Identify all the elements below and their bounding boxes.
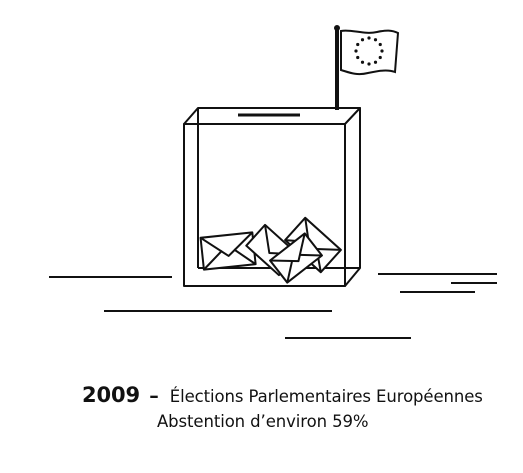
flag-star bbox=[354, 49, 358, 53]
flag-star bbox=[373, 38, 378, 42]
caption-year: 2009 bbox=[82, 383, 141, 407]
caption-subtitle: Abstention d’environ 59% bbox=[157, 412, 369, 431]
flag-star bbox=[356, 55, 360, 60]
flag-stars bbox=[354, 36, 384, 66]
caption-line-1: 2009 – Élections Parlementaires Européen… bbox=[82, 383, 483, 407]
flag-star bbox=[360, 60, 365, 64]
flag-star bbox=[367, 62, 371, 66]
flag-star bbox=[378, 55, 382, 60]
flag-star bbox=[367, 36, 371, 40]
envelopes bbox=[199, 216, 342, 284]
flag-star bbox=[360, 38, 365, 42]
flag-star bbox=[380, 49, 384, 53]
flag-star bbox=[356, 42, 360, 47]
caption-dash: – bbox=[149, 385, 159, 407]
caption-title: Élections Parlementaires Européennes bbox=[169, 387, 483, 406]
ground-lines bbox=[49, 273, 497, 339]
envelope-icon bbox=[199, 231, 257, 271]
eu-flag-icon bbox=[334, 25, 400, 110]
envelope-icon bbox=[269, 232, 323, 284]
flag-star bbox=[378, 42, 382, 47]
flag-star bbox=[373, 60, 378, 64]
